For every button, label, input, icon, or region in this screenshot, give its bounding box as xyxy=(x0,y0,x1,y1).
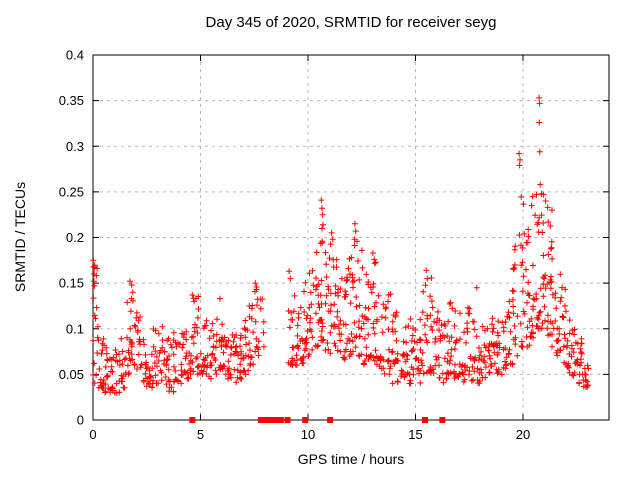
y-tick-label: 0.3 xyxy=(66,139,84,154)
y-tick-label: 0 xyxy=(77,413,84,428)
y-tick-label: 0.15 xyxy=(59,276,84,291)
x-tick-label: 5 xyxy=(197,427,204,442)
data-points xyxy=(90,94,592,396)
x-tick-label: 20 xyxy=(516,427,530,442)
y-tick-label: 0.1 xyxy=(66,321,84,336)
y-tick-label: 0.4 xyxy=(66,48,84,63)
zero-flag-marker xyxy=(421,417,428,423)
zero-flag-marker xyxy=(302,417,309,423)
y-tick-label: 0.05 xyxy=(59,367,84,382)
y-tick-label: 0.25 xyxy=(59,184,84,199)
zero-flag-marker xyxy=(327,417,334,423)
x-tick-label: 0 xyxy=(89,427,96,442)
zero-flag-block xyxy=(258,417,284,423)
x-axis-label: GPS time / hours xyxy=(297,451,405,467)
zero-flag-marker xyxy=(284,417,291,423)
chart-title: Day 345 of 2020, SRMTID for receiver sey… xyxy=(205,14,497,31)
x-tick-label: 15 xyxy=(408,427,422,442)
x-tick-label: 10 xyxy=(301,427,315,442)
zero-flag-marker xyxy=(189,417,196,423)
y-tick-label: 0.2 xyxy=(66,230,84,245)
y-tick-label: 0.35 xyxy=(59,93,84,108)
grid-lines xyxy=(93,55,609,420)
zero-flag-marker xyxy=(439,417,446,423)
